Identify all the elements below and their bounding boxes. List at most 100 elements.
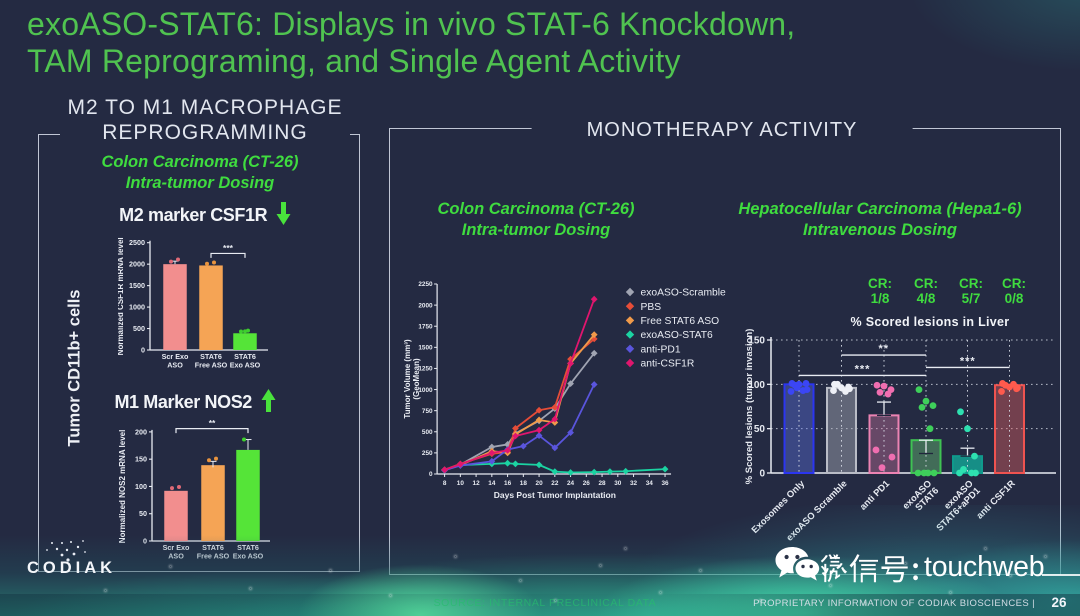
- chart-text: ASO: [167, 361, 183, 370]
- chart-text: anti-PD1: [641, 344, 681, 355]
- chart-circle: [246, 328, 250, 333]
- chart-path: [210, 252, 246, 258]
- star-dot: [555, 600, 556, 601]
- wechat-icon: [775, 547, 820, 581]
- chart-path: [551, 403, 559, 411]
- chart-path: [535, 416, 543, 424]
- chart-path: [512, 460, 519, 468]
- chart-rect: [783, 383, 815, 474]
- chart-path: [625, 330, 635, 339]
- chart-text: 200: [135, 427, 147, 436]
- chart-text: 1500: [129, 281, 145, 290]
- chart-rect: [233, 333, 257, 350]
- side-label-text: Tumor CD11b+ cells: [65, 289, 84, 447]
- chart-polyline: [444, 384, 595, 472]
- chart-text: Exo ASO: [230, 361, 261, 370]
- chart-text: 1500: [418, 345, 433, 352]
- chart-path: [625, 344, 635, 353]
- left-panel-subtitle: Colon Carcinoma (CT-26) Intra-tumor Dosi…: [50, 152, 350, 194]
- chart-text: **: [209, 418, 216, 428]
- chart-text: 0: [141, 346, 145, 355]
- chart-circle: [1002, 381, 1009, 389]
- chart-text: 22: [551, 480, 559, 487]
- cr-label-0-8: CR: 0/8: [984, 276, 1044, 306]
- star-dot: [700, 570, 701, 571]
- star-dot: [625, 548, 626, 549]
- chart-circle: [170, 486, 174, 491]
- chart-circle: [787, 388, 795, 395]
- chart-circle: [915, 386, 923, 394]
- chart-text: 2000: [129, 260, 145, 269]
- cr-value: 4/8: [916, 291, 936, 306]
- chart-path: [488, 449, 496, 457]
- chart-text: 2500: [129, 238, 145, 247]
- star-dot: [1045, 556, 1046, 557]
- wechat-eyes: [784, 554, 813, 569]
- chart-text: 2000: [418, 302, 433, 309]
- chart-circle: [957, 408, 964, 416]
- cr-prefix: CR:: [914, 276, 938, 291]
- chart-text: ***: [855, 363, 871, 375]
- chart-circle: [803, 386, 811, 394]
- chart-circle: [830, 387, 837, 394]
- star-dot: [830, 585, 831, 586]
- lesion-chart-title: % Scored lesions in Liver: [850, 315, 1010, 329]
- line-subtitle-line2: Intra-tumor Dosing: [461, 221, 611, 239]
- csf1r-bar-chart: 0 500 1000 1500 2000 2500 Normalized CSF1R mRN…: [118, 237, 268, 370]
- line-subtitle-line1: Colon Carcinoma (CT-26): [437, 200, 635, 218]
- star-dot: [760, 600, 761, 601]
- star-dot: [250, 588, 251, 589]
- chart-path: [913, 563, 918, 581]
- chart-text: 1750: [418, 323, 433, 330]
- chart-path: [567, 359, 574, 367]
- left-panel-heading: M2 TO M1 MACROPHAGE REPROGRAMMING: [60, 95, 350, 145]
- chart-path: [456, 460, 464, 468]
- chart-path: [504, 446, 511, 454]
- starburst-dots: [46, 540, 86, 562]
- chart-circle: [878, 464, 886, 472]
- star-dot: [520, 580, 521, 581]
- star-dot: [1010, 575, 1011, 576]
- chart-path: [590, 295, 598, 303]
- chart-text: 18: [520, 480, 528, 487]
- chart-circle: [972, 469, 979, 477]
- chart-circle: [876, 388, 884, 396]
- star-dot: [105, 590, 106, 591]
- chart-text: 0: [759, 469, 765, 480]
- chart-circle: [243, 329, 247, 334]
- chart-text: 100: [135, 482, 147, 491]
- chart-circle: [971, 452, 978, 460]
- chart-circle: [242, 437, 246, 442]
- chart-text: 34: [646, 480, 654, 487]
- chart-rect: [868, 414, 900, 475]
- chart-circle: [1014, 384, 1021, 392]
- chart-text: 2250: [418, 281, 433, 288]
- chart-circle: [239, 329, 243, 334]
- chart-text: 32: [630, 480, 638, 487]
- chart-circle: [872, 446, 880, 454]
- left-subtitle-line2: Intra-tumor Dosing: [125, 174, 275, 192]
- cr-prefix: CR:: [868, 276, 892, 291]
- chart-circle: [212, 260, 216, 265]
- chart-circle: [793, 384, 801, 392]
- chart-circle: [177, 484, 181, 489]
- chart-path: [625, 358, 635, 368]
- chart-text: 250: [422, 450, 433, 457]
- chart-path: [820, 554, 848, 583]
- chart-path: [590, 468, 598, 476]
- chart-text: 1250: [418, 366, 433, 373]
- chart-path: [567, 469, 574, 476]
- chart-path: [488, 443, 496, 451]
- slide-title-line1: exoASO-STAT6: Displays in vivo STAT-6 Kn…: [27, 6, 796, 42]
- chart-text: 10: [457, 480, 465, 487]
- cr-label-1-8: CR: 1/8: [850, 276, 910, 306]
- chart-path: [622, 467, 630, 475]
- chart-circle: [873, 381, 881, 389]
- chart-text: 26: [583, 480, 591, 487]
- chart-path: [551, 468, 559, 476]
- chart-circle: [207, 458, 211, 463]
- chart-text: anti-CSF1R: [641, 359, 695, 370]
- chart-text: Tumor Volume (mm³): [403, 339, 412, 419]
- chart-circle: [884, 390, 892, 398]
- cr-value: 0/8: [1004, 291, 1024, 306]
